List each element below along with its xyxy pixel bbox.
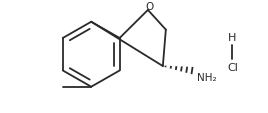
Text: NH₂: NH₂	[197, 72, 216, 82]
Text: H: H	[228, 33, 237, 43]
Text: Cl: Cl	[227, 62, 238, 72]
Text: O: O	[146, 2, 154, 12]
